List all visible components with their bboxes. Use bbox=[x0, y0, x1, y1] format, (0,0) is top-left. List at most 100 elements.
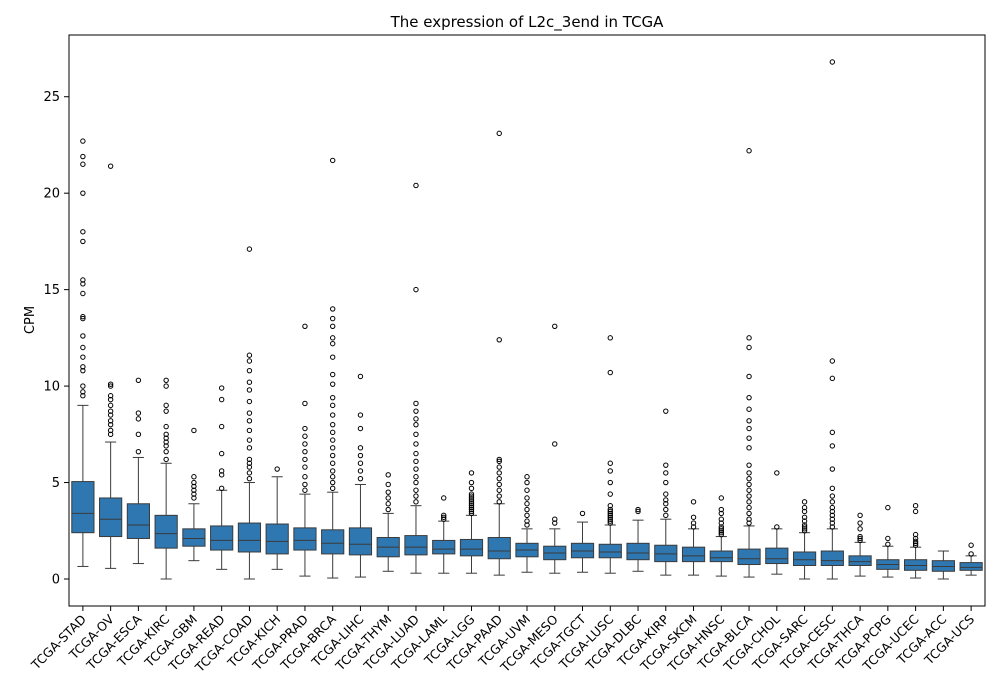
outlier-point bbox=[107, 402, 114, 409]
outlier-point bbox=[912, 502, 919, 509]
box-group bbox=[931, 550, 955, 580]
box-group bbox=[876, 504, 900, 578]
outlier-point bbox=[801, 522, 808, 528]
outlier-point bbox=[246, 475, 253, 482]
outlier-point bbox=[496, 499, 502, 505]
outlier-point bbox=[524, 518, 530, 524]
outlier-point bbox=[357, 452, 364, 459]
outlier-point bbox=[718, 526, 725, 532]
box bbox=[99, 497, 123, 538]
axes-frame bbox=[68, 34, 986, 607]
box-group bbox=[376, 472, 400, 572]
outlier-point bbox=[468, 485, 475, 492]
outlier-point bbox=[468, 470, 475, 476]
outlier-point bbox=[829, 508, 836, 515]
outlier-point bbox=[746, 445, 752, 451]
outlier-point bbox=[191, 474, 197, 480]
outlier-point bbox=[552, 516, 558, 522]
box bbox=[182, 528, 206, 547]
outlier-point bbox=[468, 504, 475, 511]
outlier-point bbox=[107, 396, 114, 403]
box-group bbox=[959, 542, 983, 576]
outlier-point bbox=[80, 364, 86, 370]
outlier-point bbox=[829, 504, 836, 511]
box bbox=[487, 537, 511, 560]
outlier-point bbox=[329, 421, 336, 428]
outlier-point bbox=[635, 506, 641, 513]
box-group bbox=[848, 512, 872, 577]
outlier-point bbox=[690, 520, 697, 526]
outlier-point bbox=[191, 495, 197, 501]
outlier-point bbox=[635, 508, 641, 515]
outlier-point bbox=[912, 531, 919, 538]
outlier-point bbox=[746, 510, 752, 517]
outlier-point bbox=[80, 344, 86, 351]
outlier-point bbox=[746, 493, 752, 499]
outlier-point bbox=[607, 335, 613, 341]
box bbox=[709, 550, 733, 563]
outlier-point bbox=[663, 497, 669, 503]
outlier-point bbox=[413, 431, 419, 438]
box-group bbox=[459, 470, 484, 574]
outlier-point bbox=[441, 512, 447, 519]
outlier-point bbox=[107, 412, 114, 418]
outlier-point bbox=[468, 501, 475, 507]
box bbox=[321, 529, 345, 555]
outlier-point bbox=[413, 400, 419, 407]
outlier-point bbox=[607, 518, 613, 524]
outlier-point bbox=[163, 408, 169, 414]
outlier-point bbox=[746, 425, 752, 432]
outlier-point bbox=[218, 468, 225, 474]
outlier-point bbox=[857, 533, 863, 540]
outlier-point bbox=[163, 377, 169, 384]
outlier-point bbox=[829, 516, 836, 522]
outlier-point bbox=[968, 542, 974, 548]
outlier-point bbox=[413, 487, 419, 493]
outlier-point bbox=[801, 524, 808, 530]
outlier-point bbox=[302, 323, 308, 329]
outlier-point bbox=[413, 499, 419, 505]
outlier-point bbox=[329, 474, 336, 480]
outlier-point bbox=[801, 518, 808, 524]
y-tick-label: 25 bbox=[43, 90, 60, 105]
outlier-point bbox=[690, 499, 697, 505]
outlier-point bbox=[329, 485, 336, 492]
outlier-point bbox=[357, 445, 364, 451]
outlier-point bbox=[496, 464, 502, 470]
outlier-point bbox=[413, 466, 419, 472]
outlier-point bbox=[329, 323, 336, 329]
outlier-point bbox=[607, 516, 613, 522]
outlier-point bbox=[246, 464, 253, 470]
box-group bbox=[570, 510, 595, 573]
outlier-point bbox=[80, 161, 86, 167]
outlier-point bbox=[746, 487, 752, 493]
outlier-point bbox=[329, 402, 336, 409]
box-group bbox=[654, 408, 678, 576]
outlier-point bbox=[329, 315, 336, 322]
outlier-point bbox=[218, 485, 225, 492]
box bbox=[210, 525, 234, 551]
outlier-point bbox=[357, 373, 364, 380]
outlier-point bbox=[912, 535, 919, 542]
outlier-point bbox=[746, 418, 752, 424]
outlier-point bbox=[135, 431, 142, 438]
outlier-point bbox=[468, 502, 475, 509]
outlier-point bbox=[329, 445, 336, 451]
box-group bbox=[820, 59, 844, 580]
outlier-point bbox=[218, 472, 225, 478]
outlier-point bbox=[524, 479, 530, 486]
outlier-point bbox=[329, 381, 336, 387]
outlier-point bbox=[468, 506, 475, 513]
outlier-point bbox=[107, 427, 114, 434]
outlier-point bbox=[718, 528, 725, 534]
outlier-point bbox=[302, 441, 308, 447]
outlier-point bbox=[302, 456, 308, 463]
box-group bbox=[737, 148, 761, 578]
outlier-point bbox=[663, 462, 669, 468]
outlier-point bbox=[690, 514, 697, 520]
outlier-point bbox=[718, 495, 725, 501]
outlier-point bbox=[829, 512, 836, 519]
y-axis-label: CPM bbox=[23, 306, 38, 334]
outlier-point bbox=[329, 437, 336, 443]
